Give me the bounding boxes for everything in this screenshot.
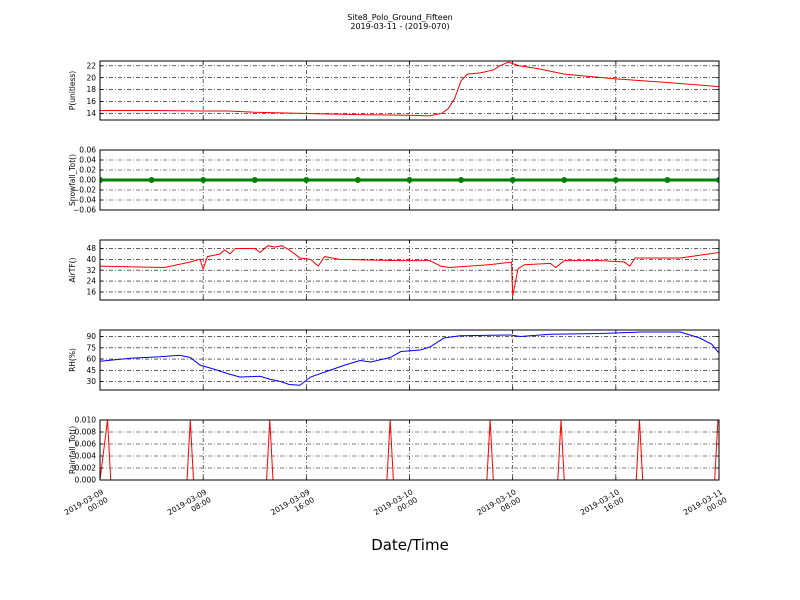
data-point — [303, 177, 310, 183]
plot-frame — [99, 239, 720, 301]
data-point — [100, 177, 103, 183]
y-tick-label: 90 — [86, 332, 96, 341]
y-tick-label: 32 — [86, 266, 96, 275]
plot-frame — [99, 329, 720, 391]
y-tick-label: 48 — [86, 244, 96, 253]
data-line — [100, 245, 719, 297]
y-tick-label: 0.004 — [75, 452, 97, 461]
y-axis-label: Rainfall_Tot() — [68, 426, 77, 474]
y-tick-label: 0.00 — [79, 176, 96, 185]
data-line — [100, 420, 719, 480]
chart-title: Site8_Polo_Ground_Fifteen — [347, 13, 452, 22]
y-tick-label: 40 — [86, 255, 96, 264]
chart-subtitle: 2019-03-11 - (2019-070) — [350, 22, 449, 31]
y-tick-label: 75 — [86, 343, 96, 352]
data-line — [100, 61, 719, 117]
plot-frame — [99, 419, 720, 481]
y-tick-label: 24 — [86, 277, 96, 286]
plot-frame — [99, 149, 720, 211]
y-tick-label: 16 — [86, 288, 96, 297]
y-tick-label: 60 — [86, 355, 96, 364]
y-tick-label: 0.02 — [79, 166, 96, 175]
y-tick-label: 16 — [86, 97, 96, 106]
y-tick-label: 0.006 — [75, 440, 97, 449]
data-point — [509, 177, 516, 183]
y-tick-label: 30 — [86, 377, 96, 386]
y-axis-label: P(unitless) — [68, 71, 77, 110]
data-point — [458, 177, 465, 183]
data-point — [200, 177, 207, 183]
y-tick-label: 22 — [86, 61, 96, 70]
data-point — [716, 177, 719, 183]
plot-frame — [99, 60, 720, 121]
y-tick-label: −0.02 — [73, 186, 96, 195]
y-axis-label: RH(%) — [68, 348, 77, 372]
y-tick-label: 0.04 — [79, 156, 96, 165]
y-tick-label: 0.002 — [75, 464, 97, 473]
y-tick-label: 0.010 — [75, 416, 97, 425]
y-tick-label: 18 — [86, 85, 96, 94]
x-axis-label: Date/Time — [371, 536, 449, 554]
y-tick-label: 0.008 — [75, 428, 97, 437]
data-point — [612, 177, 619, 183]
y-axis-label: AirTF() — [68, 257, 77, 282]
y-tick-label: 14 — [86, 109, 96, 118]
y-tick-label: −0.06 — [73, 206, 96, 215]
data-point — [406, 177, 413, 183]
y-tick-label: 45 — [86, 366, 96, 375]
data-point — [561, 177, 568, 183]
y-tick-label: 20 — [86, 73, 96, 82]
y-tick-label: 0.000 — [75, 476, 97, 485]
y-tick-label: 0.06 — [79, 146, 96, 155]
y-axis-label: Snowfall_Tot() — [68, 154, 77, 206]
y-tick-label: −0.04 — [73, 196, 96, 205]
data-point — [664, 177, 671, 183]
data-line — [100, 331, 719, 386]
data-point — [148, 177, 155, 183]
data-point — [251, 177, 258, 183]
data-point — [354, 177, 361, 183]
